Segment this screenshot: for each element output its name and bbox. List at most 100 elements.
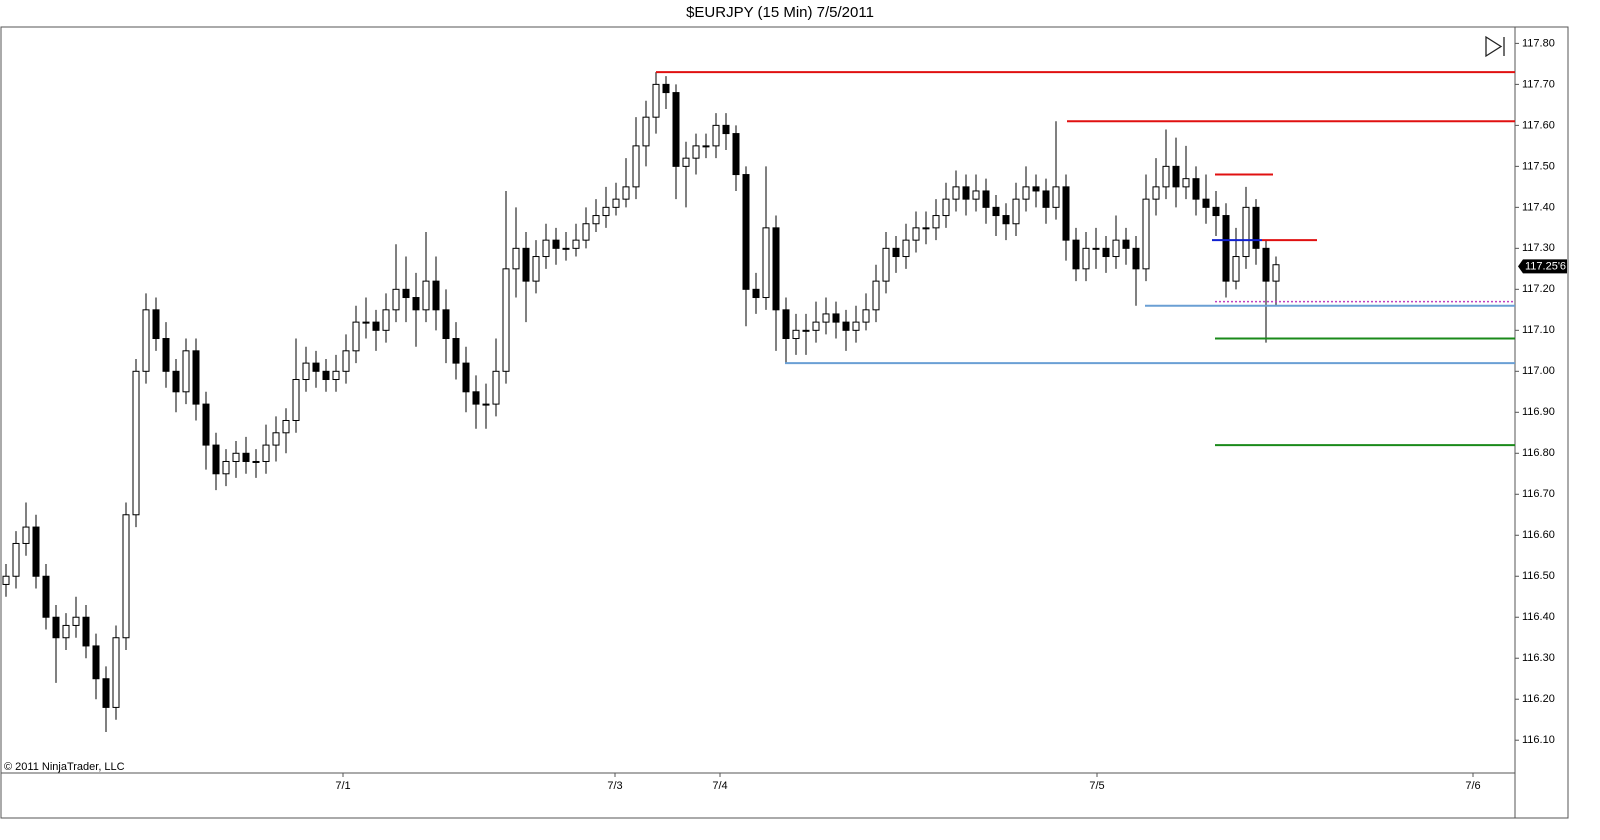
candle-body xyxy=(232,452,240,462)
candle-body xyxy=(922,227,930,230)
candle-body xyxy=(302,362,310,381)
y-tick-label: 117.40 xyxy=(1522,201,1555,213)
candle-body xyxy=(542,239,550,258)
candle-body xyxy=(192,350,200,405)
candle-body xyxy=(992,206,1000,217)
candle-body xyxy=(652,83,660,118)
candle-body xyxy=(342,350,350,372)
candle-body xyxy=(1002,215,1010,225)
candle-body xyxy=(1072,239,1080,270)
candle-body xyxy=(152,309,160,340)
candle-body xyxy=(182,350,190,393)
y-tick-label: 116.70 xyxy=(1522,488,1555,500)
candle-body xyxy=(1012,198,1020,225)
candle-body xyxy=(482,403,490,406)
y-tick-label: 117.00 xyxy=(1522,365,1555,377)
candle-body xyxy=(162,338,170,372)
candle-body xyxy=(712,124,720,147)
candle-body xyxy=(562,247,570,250)
y-tick-label: 116.20 xyxy=(1522,693,1555,705)
candle-body xyxy=(692,145,700,159)
candle-body xyxy=(452,338,460,364)
candle-body xyxy=(12,542,20,577)
candle-body xyxy=(62,624,70,639)
candle-body xyxy=(22,526,30,544)
candle-body xyxy=(752,288,760,299)
x-tick-label: 7/1 xyxy=(335,780,350,792)
candle-body xyxy=(962,186,970,200)
candle-body xyxy=(982,190,990,208)
candle-body xyxy=(642,116,650,147)
copyright: © 2011 NinjaTrader, LLC xyxy=(4,761,125,773)
candle-body xyxy=(1052,186,1060,208)
candle-body xyxy=(92,645,100,680)
candle-body xyxy=(242,452,250,462)
go-to-end-icon[interactable] xyxy=(1485,35,1505,58)
candle-body xyxy=(1222,215,1230,282)
y-tick-label: 116.50 xyxy=(1522,570,1555,582)
y-tick-label: 116.10 xyxy=(1522,734,1555,746)
candle-body xyxy=(822,313,830,323)
y-tick-label: 117.70 xyxy=(1522,78,1555,90)
candle-body xyxy=(1242,206,1250,258)
candle-body xyxy=(212,444,220,475)
candle-body xyxy=(172,370,180,393)
candle-body xyxy=(872,280,880,311)
candle-body xyxy=(902,239,910,258)
candle-body xyxy=(42,575,50,618)
candle-body xyxy=(532,256,540,282)
candle-body xyxy=(1232,256,1240,282)
candle-body xyxy=(272,432,280,446)
candle-body xyxy=(912,227,920,241)
y-tick-label: 116.30 xyxy=(1522,652,1555,664)
candle-body xyxy=(382,309,390,331)
candle-body xyxy=(1132,247,1140,270)
x-tick-label: 7/3 xyxy=(607,780,622,792)
candle-body xyxy=(762,227,770,299)
candle-body xyxy=(732,133,740,176)
candle-body xyxy=(142,309,150,372)
candle-body xyxy=(292,379,300,421)
candle-body xyxy=(552,239,560,249)
x-tick-label: 7/6 xyxy=(1465,780,1480,792)
candle-body xyxy=(252,460,260,463)
candle-body xyxy=(782,309,790,340)
candle-body xyxy=(462,362,470,393)
candle-body xyxy=(802,329,810,332)
candle-body xyxy=(602,206,610,217)
y-tick-label: 116.40 xyxy=(1522,611,1555,623)
y-tick-label: 117.80 xyxy=(1522,37,1555,49)
candle-body xyxy=(52,616,60,639)
candle-body xyxy=(32,526,40,577)
candle-body xyxy=(582,223,590,241)
frame xyxy=(0,26,1569,819)
candle-body xyxy=(122,514,130,639)
candle-body xyxy=(72,616,80,626)
candle-body xyxy=(422,280,430,311)
candle-body xyxy=(1112,239,1120,258)
candle-body xyxy=(852,321,860,331)
candle-body xyxy=(812,321,820,331)
candle-body xyxy=(202,403,210,446)
candle-body xyxy=(1082,247,1090,270)
candle-body xyxy=(1142,198,1150,270)
candle-body xyxy=(1152,186,1160,200)
candle-body xyxy=(672,92,680,167)
candle-body xyxy=(1122,239,1130,249)
candle-body xyxy=(1252,206,1260,249)
candle-body xyxy=(1172,165,1180,188)
candle-body xyxy=(1102,247,1110,258)
candle-body xyxy=(412,297,420,311)
y-tick-label: 117.20 xyxy=(1522,283,1555,295)
candle-body xyxy=(522,247,530,282)
candle-body xyxy=(682,157,690,167)
candle-body xyxy=(1262,247,1270,282)
candle-body xyxy=(972,190,980,200)
candle-body xyxy=(1182,178,1190,188)
candle-body xyxy=(662,83,670,94)
candle-body xyxy=(312,362,320,372)
y-tick-label: 116.90 xyxy=(1522,406,1555,418)
y-tick-label: 117.10 xyxy=(1522,324,1555,336)
